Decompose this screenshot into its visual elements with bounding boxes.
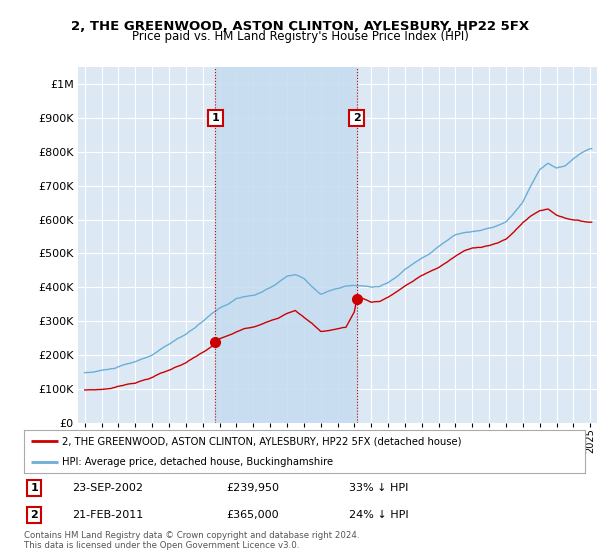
Text: 2: 2	[30, 510, 38, 520]
Text: 33% ↓ HPI: 33% ↓ HPI	[349, 483, 409, 493]
Text: HPI: Average price, detached house, Buckinghamshire: HPI: Average price, detached house, Buck…	[62, 458, 333, 467]
Text: 1: 1	[30, 483, 38, 493]
Text: 23-SEP-2002: 23-SEP-2002	[71, 483, 143, 493]
Text: 1: 1	[211, 113, 219, 123]
Text: £365,000: £365,000	[226, 510, 278, 520]
Text: 24% ↓ HPI: 24% ↓ HPI	[349, 510, 409, 520]
Text: Contains HM Land Registry data © Crown copyright and database right 2024.
This d: Contains HM Land Registry data © Crown c…	[24, 531, 359, 550]
Text: 21-FEB-2011: 21-FEB-2011	[71, 510, 143, 520]
Bar	[215, 67, 356, 423]
Text: Price paid vs. HM Land Registry's House Price Index (HPI): Price paid vs. HM Land Registry's House …	[131, 30, 469, 43]
Text: £239,950: £239,950	[226, 483, 279, 493]
Text: 2, THE GREENWOOD, ASTON CLINTON, AYLESBURY, HP22 5FX (detached house): 2, THE GREENWOOD, ASTON CLINTON, AYLESBU…	[62, 436, 461, 446]
Text: 2, THE GREENWOOD, ASTON CLINTON, AYLESBURY, HP22 5FX: 2, THE GREENWOOD, ASTON CLINTON, AYLESBU…	[71, 20, 529, 32]
Text: 2: 2	[353, 113, 361, 123]
